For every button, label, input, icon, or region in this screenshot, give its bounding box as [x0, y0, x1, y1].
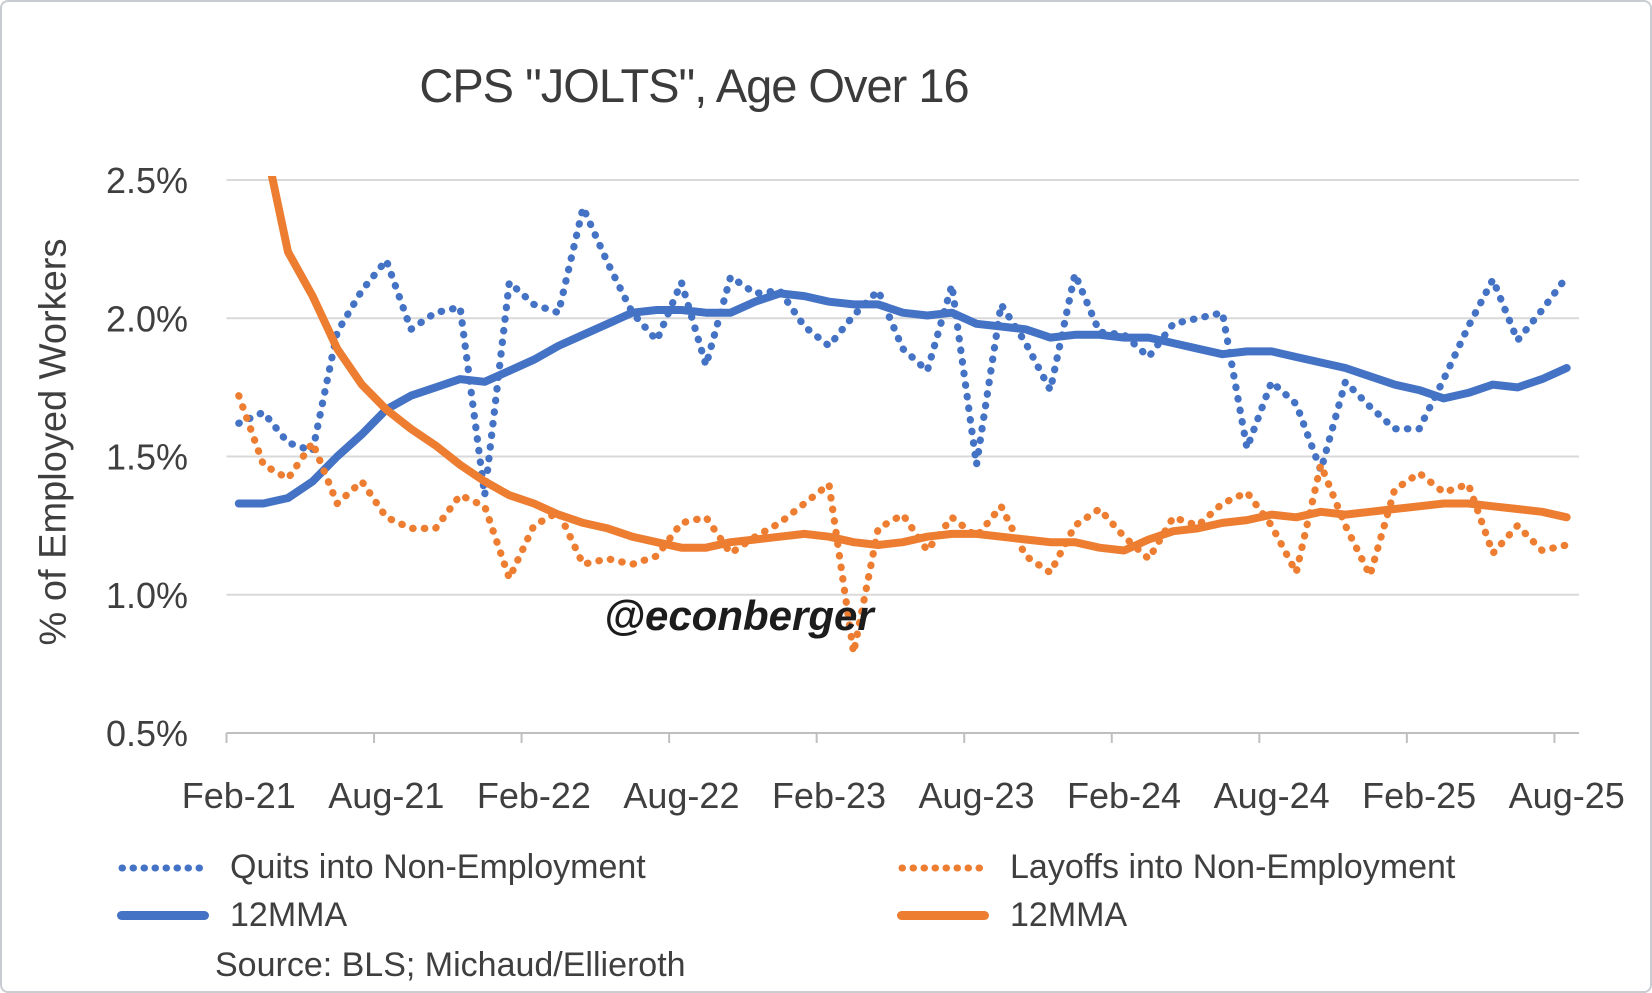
chart-title: CPS "JOLTS", Age Over 16 [419, 59, 969, 112]
y-axis-title: % of Employed Workers [32, 238, 75, 646]
legend-item-layoffs-12mma: 12MMA [897, 896, 1127, 935]
source-note: Source: BLS; Michaud/Ellieroth [215, 946, 686, 984]
x-tick-label: Aug-21 [328, 775, 444, 816]
legend-label-quits-12mma: 12MMA [230, 896, 348, 934]
y-tick-label: 1.5% [106, 437, 188, 478]
x-tick-label: Aug-25 [1509, 775, 1625, 816]
series-line-layoffs [235, 392, 1571, 657]
layoffs-dotted-swatch-icon [898, 864, 989, 871]
y-tick-label: 2.0% [106, 298, 188, 339]
x-tick-label: Feb-21 [182, 775, 296, 816]
x-tick-label: Aug-24 [1214, 775, 1330, 816]
legend-label-quits: Quits into Non-Employment [230, 848, 646, 886]
quits-12mma-swatch-icon [117, 911, 209, 920]
y-tick-label: 2.5% [106, 160, 188, 201]
x-tick-label: Aug-22 [623, 775, 739, 816]
series-group [234, 176, 1571, 657]
legend-label-layoffs: Layoffs into Non-Employment [1010, 848, 1456, 886]
x-tick-label: Feb-22 [477, 775, 591, 816]
legend-item-quits-12mma: 12MMA [117, 896, 347, 935]
series-line-quits [235, 204, 1571, 499]
watermark-text: @econberger [604, 592, 874, 639]
x-tick-label: Feb-24 [1067, 775, 1181, 816]
layoffs-12mma-swatch-icon [897, 911, 989, 920]
y-tick-label: 1.0% [106, 575, 188, 616]
series-line-layoffs-12mma [267, 176, 1571, 555]
quits-dotted-swatch-icon [118, 864, 209, 871]
x-tick-label: Aug-23 [918, 775, 1034, 816]
legend-item-layoffs: Layoffs into Non-Employment [897, 848, 1455, 887]
series-line-quits-12mma [234, 289, 1571, 508]
legend-label-layoffs-12mma: 12MMA [1010, 896, 1128, 934]
x-tick-label: Feb-25 [1362, 775, 1476, 816]
x-tick-label: Feb-23 [772, 775, 886, 816]
y-tick-label: 0.5% [106, 713, 188, 754]
legend-item-quits: Quits into Non-Employment [117, 848, 646, 887]
